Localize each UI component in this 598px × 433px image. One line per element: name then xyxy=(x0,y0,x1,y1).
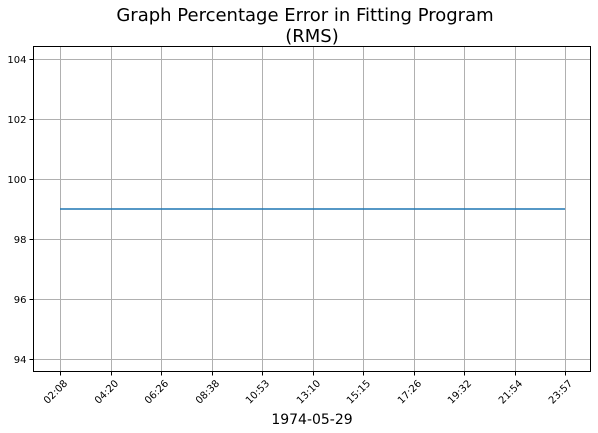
x-tick-label: 06:26 xyxy=(143,378,171,406)
x-tick-label: 15:15 xyxy=(345,378,373,406)
plot-frame xyxy=(33,46,591,372)
x-tick-label: 04:20 xyxy=(93,378,121,406)
x-tick-label: 21:54 xyxy=(497,378,525,406)
y-axis: 94 96 98 100 102 104 xyxy=(7,55,34,366)
y-tick-label: 94 xyxy=(14,355,27,366)
x-axis-label: 1974-05-29 xyxy=(271,412,352,428)
x-tick-label: 13:10 xyxy=(295,378,323,406)
chart-title-line-1: Graph Percentage Error in Fitting Progra… xyxy=(116,5,493,26)
y-tick-label: 100 xyxy=(7,175,26,186)
x-tick-label: 10:53 xyxy=(244,378,272,406)
x-tick-label: 02:08 xyxy=(42,378,70,406)
x-axis: 02:08 04:20 06:26 08:38 10:53 13:10 15:15 17:26… xyxy=(42,371,575,407)
x-tick-label: 08:38 xyxy=(194,378,222,406)
x-tick-label: 19:32 xyxy=(446,378,474,406)
y-tick-label: 102 xyxy=(7,115,26,126)
y-tick-label: 104 xyxy=(7,55,26,66)
y-tick-label: 96 xyxy=(14,295,27,306)
y-tick-label: 98 xyxy=(14,235,27,246)
x-tick-label: 23:57 xyxy=(547,378,575,406)
x-tick-label: 17:26 xyxy=(396,378,424,406)
chart-title-line-2: (RMS) xyxy=(285,26,339,47)
